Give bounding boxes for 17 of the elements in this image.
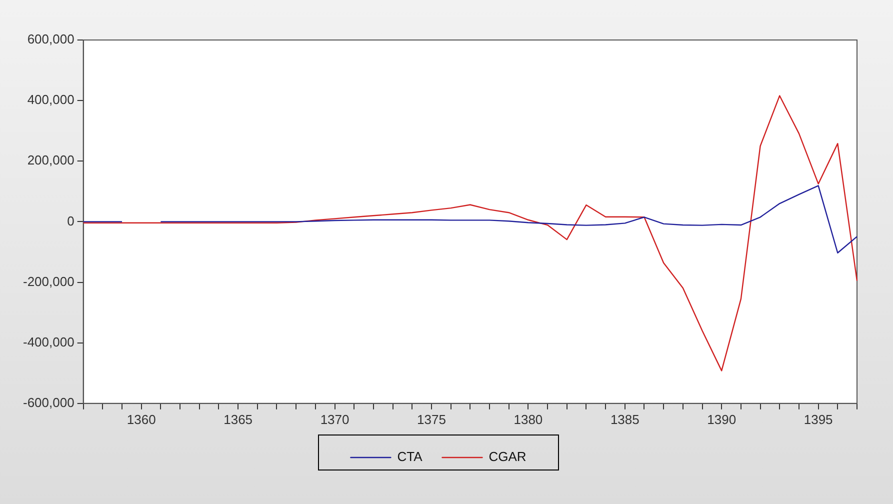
x-tick-label: 1365 [224, 412, 253, 427]
x-tick-label: 1375 [417, 412, 446, 427]
y-tick-label: 600,000 [27, 32, 74, 47]
y-tick-label: -400,000 [22, 334, 74, 350]
y-tick-label: 0 [67, 213, 74, 228]
x-tick-label: 1385 [610, 412, 640, 427]
x-tick-label: 1360 [126, 412, 156, 427]
x-tick-label: 1380 [514, 412, 543, 427]
y-tick-label: 400,000 [27, 92, 74, 108]
legend-label: CTA [397, 449, 423, 464]
y-tick-label: 200,000 [27, 152, 74, 168]
x-tick-label: 1395 [804, 412, 833, 427]
x-tick-label: 1370 [320, 412, 350, 427]
legend-label: CGAR [488, 449, 526, 464]
y-tick-label: -200,000 [22, 274, 74, 289]
x-tick-label: 1390 [707, 412, 736, 427]
y-tick-label: -600,000 [22, 394, 74, 410]
